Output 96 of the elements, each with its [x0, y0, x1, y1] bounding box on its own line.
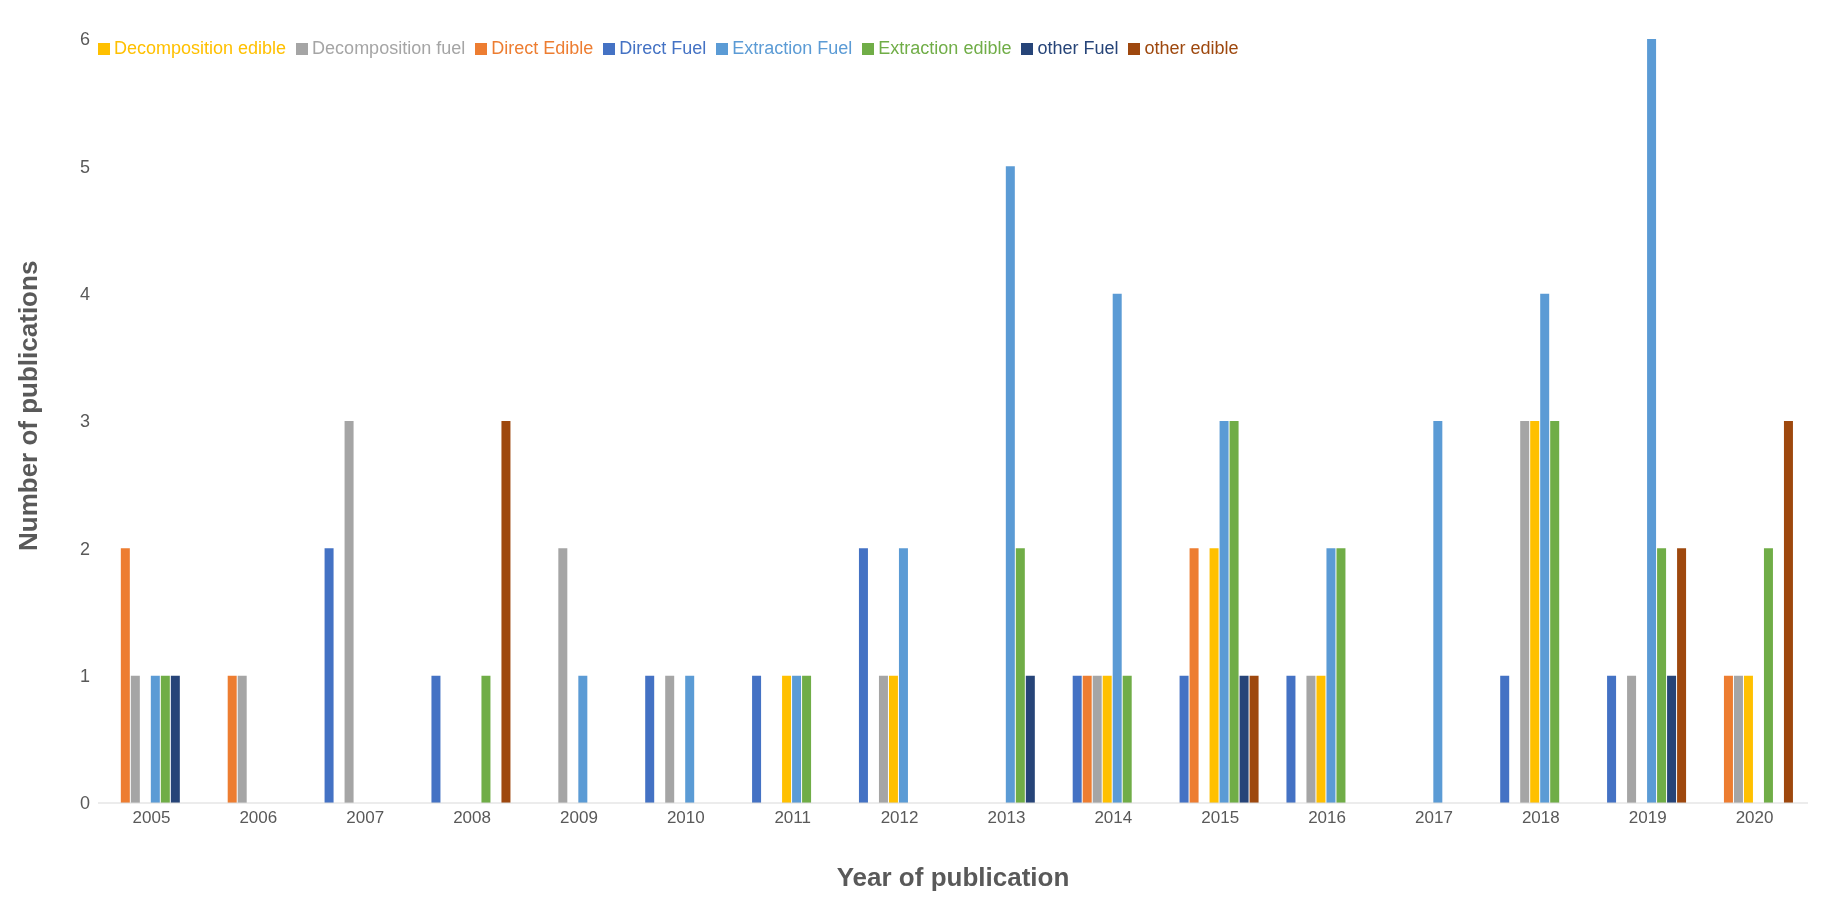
- bar: [888, 675, 898, 803]
- bar: [1122, 675, 1132, 803]
- y-tick-label: 2: [79, 538, 90, 559]
- legend-label: Direct Edible: [491, 38, 594, 58]
- x-tick-label: 2016: [1308, 808, 1346, 828]
- x-tick-label: 2013: [987, 808, 1026, 828]
- legend-label: Extraction Fuel: [732, 38, 853, 58]
- x-tick-label: 2020: [1735, 808, 1774, 828]
- bar: [1239, 675, 1249, 803]
- bar: [665, 675, 675, 803]
- bar: [1677, 548, 1687, 803]
- y-axis-title: Number of publications: [13, 260, 44, 551]
- x-tick-label: 2018: [1521, 808, 1560, 828]
- bar: [120, 548, 130, 803]
- bar: [878, 675, 888, 803]
- bar: [558, 548, 568, 803]
- x-tick-label: 2019: [1628, 808, 1667, 828]
- x-tick-label: 2009: [560, 808, 598, 828]
- bar: [1647, 39, 1657, 803]
- bar: [1229, 421, 1239, 803]
- bar: [782, 675, 792, 803]
- bar: [1326, 548, 1336, 803]
- x-tick-label: 2006: [239, 808, 278, 828]
- y-tick-label: 5: [79, 156, 90, 177]
- bar: [1530, 421, 1540, 803]
- bar: [1015, 548, 1025, 803]
- x-axis-title: Year of publication: [836, 862, 1070, 893]
- bar: [344, 421, 354, 803]
- x-tick-label: 2017: [1415, 808, 1453, 828]
- bar: [1306, 675, 1316, 803]
- bar: [1723, 675, 1733, 803]
- bar: [1657, 548, 1667, 803]
- bar: [1550, 421, 1560, 803]
- bar: [645, 675, 655, 803]
- bar: [1286, 675, 1296, 803]
- bar: [150, 675, 160, 803]
- bar: [130, 675, 140, 803]
- legend-label: Extraction edible: [878, 38, 1012, 58]
- bar: [1005, 166, 1015, 803]
- bar: [1082, 675, 1092, 803]
- y-tick-label: 4: [79, 284, 90, 305]
- bar: [237, 675, 247, 803]
- y-tick-label: 1: [79, 666, 90, 687]
- x-tick-label: 2011: [774, 808, 811, 828]
- bar: [170, 675, 180, 803]
- bar: [1102, 675, 1112, 803]
- bar: [160, 675, 170, 803]
- bar: [1092, 675, 1102, 803]
- bar: [752, 675, 762, 803]
- bar: [685, 675, 695, 803]
- bar: [431, 675, 441, 803]
- y-tick-label: 6: [79, 29, 90, 50]
- x-tick-label: 2012: [880, 808, 919, 828]
- bar: [1607, 675, 1617, 803]
- bar: [1336, 548, 1346, 803]
- x-tick-label: 2007: [346, 808, 385, 828]
- bar: [858, 548, 868, 803]
- bar: [1219, 421, 1229, 803]
- legend-label: other Fuel: [1037, 38, 1119, 58]
- bar: [1667, 675, 1677, 803]
- x-tick-label: 2005: [132, 808, 171, 828]
- x-tick-label: 2015: [1201, 808, 1240, 828]
- bar: [501, 421, 511, 803]
- y-tick-label: 0: [79, 793, 90, 814]
- bar: [792, 675, 802, 803]
- bar: [1179, 675, 1189, 803]
- bar: [898, 548, 908, 803]
- legend-label: Direct Fuel: [619, 38, 707, 58]
- bar: [1209, 548, 1219, 803]
- bar: [1520, 421, 1530, 803]
- bar: [1733, 675, 1743, 803]
- legend-label: Decomposition edible: [114, 38, 287, 58]
- bar: [1627, 675, 1637, 803]
- x-tick-label: 2008: [453, 808, 491, 828]
- bar: [1783, 421, 1793, 803]
- bar: [481, 675, 491, 803]
- legend-label: Decomposition fuel: [312, 38, 466, 58]
- bar: [802, 675, 812, 803]
- bar: [1500, 675, 1510, 803]
- y-tick-label: 3: [79, 411, 90, 432]
- bar: [578, 675, 588, 803]
- legend-label: other edible: [1144, 38, 1239, 58]
- x-tick-label: 2014: [1094, 808, 1133, 828]
- bar: [227, 675, 237, 803]
- x-tick-label: 2010: [666, 808, 705, 828]
- bar: [324, 548, 334, 803]
- bar: [1743, 675, 1753, 803]
- bar: [1763, 548, 1773, 803]
- bar: [1540, 293, 1550, 803]
- bar: [1249, 675, 1259, 803]
- bar: [1025, 675, 1035, 803]
- bar: [1316, 675, 1326, 803]
- bar: [1189, 548, 1199, 803]
- bar: [1072, 675, 1082, 803]
- bar: [1433, 421, 1443, 803]
- bar: [1112, 293, 1122, 803]
